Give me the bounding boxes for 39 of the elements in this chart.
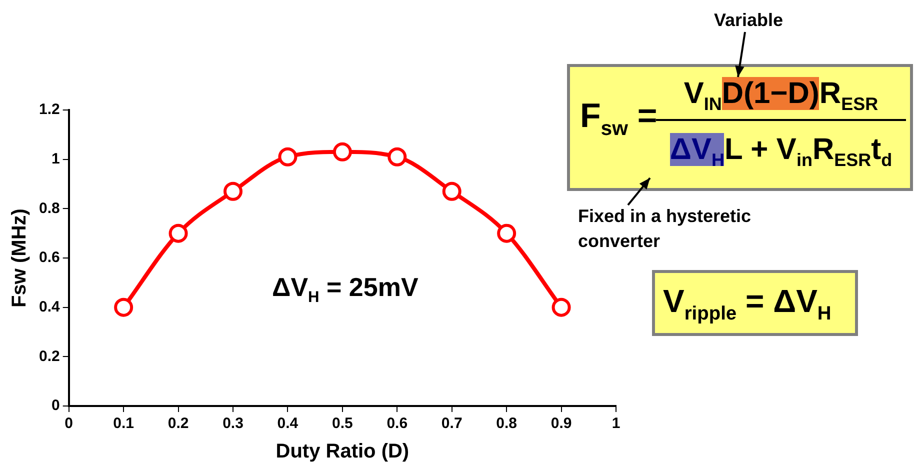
x-tick-label: 0.8 xyxy=(496,415,517,432)
y-tick-label: 0.2 xyxy=(38,348,60,365)
text: V$_{IN}$ xyxy=(684,77,722,114)
annotation: Fixed in a hysteretic converter xyxy=(578,205,752,253)
point xyxy=(497,224,516,243)
y-tick-label: 1.2 xyxy=(38,101,60,118)
y-tick-label: 0 xyxy=(52,397,60,414)
x-tick-label: 0.5 xyxy=(332,415,353,432)
y-tick-label: 0.4 xyxy=(38,298,60,316)
text: Variable xyxy=(714,10,784,31)
text: ΔV$_{H}$ xyxy=(670,133,724,170)
x-tick-label: 0.3 xyxy=(222,415,244,432)
text: V$_{ripple}$ = ΔV$_{H}$ xyxy=(663,283,832,326)
point xyxy=(114,298,134,317)
x-axis-title: Duty Ratio (D) xyxy=(276,440,410,463)
annotation: ΔV$_{H}$ = 25mV xyxy=(272,272,418,308)
point xyxy=(223,182,242,201)
point xyxy=(552,298,571,317)
y-tick-label: 0.8 xyxy=(38,200,60,217)
x-tick-label: 0.2 xyxy=(168,415,189,432)
point xyxy=(278,147,298,166)
annotation: F$_{sw}$ = xyxy=(580,97,658,141)
point xyxy=(388,147,407,166)
point xyxy=(332,142,352,162)
y-tick-label: 1 xyxy=(52,150,60,168)
x-tick-label: 0.6 xyxy=(386,415,408,432)
x-tick-label: 0 xyxy=(64,415,74,432)
text: D(1−D) xyxy=(722,77,820,110)
x-tick-label: 0.7 xyxy=(441,415,462,432)
y-axis-title: Fsw (MHz) xyxy=(8,208,31,308)
x-tick-label: 1 xyxy=(612,415,620,432)
point xyxy=(168,224,188,243)
x-tick-label: 0.9 xyxy=(550,415,572,432)
text: L + V$_{in}$R$_{ESR}$t$_{d}$ xyxy=(724,133,892,170)
y-tick-label: 0.6 xyxy=(38,249,60,266)
point xyxy=(442,182,462,201)
x-tick-label: 0.1 xyxy=(113,415,134,432)
x-tick-label: 0.4 xyxy=(277,415,299,432)
text: R$_{ESR}$ xyxy=(819,77,878,114)
